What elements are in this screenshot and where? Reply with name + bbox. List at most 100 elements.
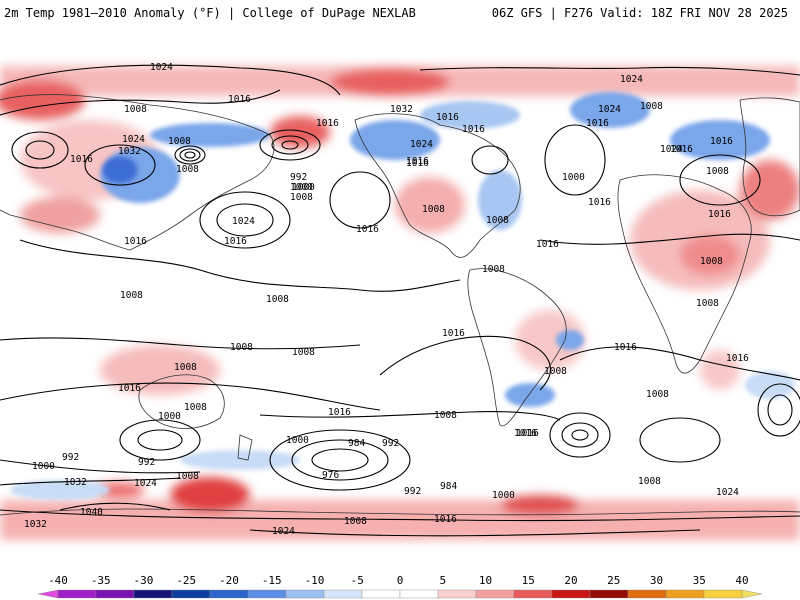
isobar-label: 1032 [390,104,413,115]
isobar-label: 1032 [118,146,141,157]
colorbar-swatch [741,589,763,599]
colorbar-tick-label: 0 [397,574,404,587]
isobar-label: 1016 [316,118,339,129]
isobar-label: 1008 [700,256,723,267]
colorbar-tick-label: -15 [262,574,282,587]
isobar-label: 1016 [406,156,429,167]
colorbar-swatch [57,589,97,599]
isobar-label: 1016 [434,514,457,525]
isobar-label: 1008 [646,389,669,400]
colorbar-tick-label: 25 [607,574,620,587]
cold-anomaly-areas [10,92,795,500]
isobar-label: 1016 [710,136,733,147]
colorbar-swatch [627,589,667,599]
model-run-info: 06Z GFS | F276 Valid: 18Z FRI NOV 28 202… [491,6,788,20]
isobar-label: 1016 [224,236,247,247]
isobar-label: 1000 [492,490,515,501]
colorbar-swatch [513,589,553,599]
colorbar-tick-label: -5 [351,574,364,587]
isobar-label: 1016 [614,342,637,353]
isobar-label: 1024 [134,478,157,489]
isobar-label: 1024 [232,216,255,227]
isobar-label: 1008 [176,164,199,175]
colorbar-swatch [247,589,287,599]
colorbar-swatches [37,589,763,599]
isobar-label: 1016 [328,407,351,418]
isobar-label: 1016 [118,383,141,394]
isobar-label: 1016 [586,118,609,129]
isobar-label: 992 [382,438,399,449]
isobar-label: 1008 [174,362,197,373]
isobar-label: 1008 [176,471,199,482]
isobar-label: 1008 [266,294,289,305]
isobar-label: 1016 [708,209,731,220]
isobar-label: 976 [322,470,339,481]
isobar-label: 1032 [24,519,47,530]
isobar-label: 1008 [544,366,567,377]
isobar-label: 1008 [230,342,253,353]
isobar-label: 1008 [696,298,719,309]
isobar-label: 1016 [670,144,693,155]
isobar-label: 1016 [462,124,485,135]
isobar-label: 1016 [442,328,465,339]
colorbar-swatch [361,589,401,599]
colorbar-tick-label: 30 [650,574,663,587]
isobar-label: 1000 [562,172,585,183]
isobar-label: 1008 [124,104,147,115]
colorbar-tick-label: 35 [693,574,706,587]
isobar-label: 984 [348,438,365,449]
anomaly-map: 1024 1024 1008 1016 1032 1016 1008 1024 … [0,40,800,558]
colorbar-tick-label: -30 [134,574,154,587]
isobar-label: 1008 [292,347,315,358]
isobar-label: 1016 [514,428,537,439]
colorbar-tick-label: -20 [219,574,239,587]
isobar-label: 1024 [150,62,173,73]
isobar-label: 1000 [32,461,55,472]
isobar-label: 1016 [356,224,379,235]
isobar-label: 1008 [184,402,207,413]
colorbar-swatch [551,589,591,599]
colorbar-swatch [589,589,629,599]
isobar-label: 1024 [598,104,621,115]
isobar-label: 1008 [120,290,143,301]
isobar-labels: 1024 1024 1008 1016 1032 1016 1008 1024 … [24,62,749,537]
isobar-label: 1016 [228,94,251,105]
colorbar-tick-label: -25 [176,574,196,587]
isobar-label: 992 [290,172,307,183]
isobar-label: 1008 [638,476,661,487]
isobar-label: 1008 [706,166,729,177]
isobar-label: 1016 [406,158,429,169]
isobar-label: 1024 [410,139,433,150]
colorbar-swatch [323,589,363,599]
isobar-label: 1008 [434,410,457,421]
isobar-label: 1016 [70,154,93,165]
isobars [0,64,800,537]
isobar-label: 1000 [286,435,309,446]
isobar-label: 1000 [290,182,313,193]
colorbar-tick-label: -40 [48,574,68,587]
isobar-label: 1016 [536,239,559,250]
isobar-label: 1008 [290,192,313,203]
colorbar-tick-label: -35 [91,574,111,587]
colorbar-tick-label: -10 [305,574,325,587]
isobar-label: 984 [440,481,457,492]
isobar-label: 992 [138,457,155,468]
colorbar-tick-label: 10 [479,574,492,587]
isobar-label: 1000 [158,411,181,422]
isobar-label: 1024 [716,487,739,498]
isobar-label: 1016 [726,353,749,364]
isobar-label: 1016 [124,236,147,247]
colorbar-swatch [37,589,59,599]
isobar-label: 1024 [660,144,683,155]
isobar-label: 992 [62,452,79,463]
colorbar-swatch [171,589,211,599]
isobar-label: 1024 [272,526,295,537]
isobar-label: 992 [404,486,421,497]
colorbar-swatch [95,589,135,599]
isobar-label: 1024 [122,134,145,145]
colorbar-swatch [209,589,249,599]
isobar-label: 1008 [486,215,509,226]
isobar-label: 1008 [640,101,663,112]
colorbar-swatch [703,589,743,599]
isobar-label: 1008 [168,136,191,147]
